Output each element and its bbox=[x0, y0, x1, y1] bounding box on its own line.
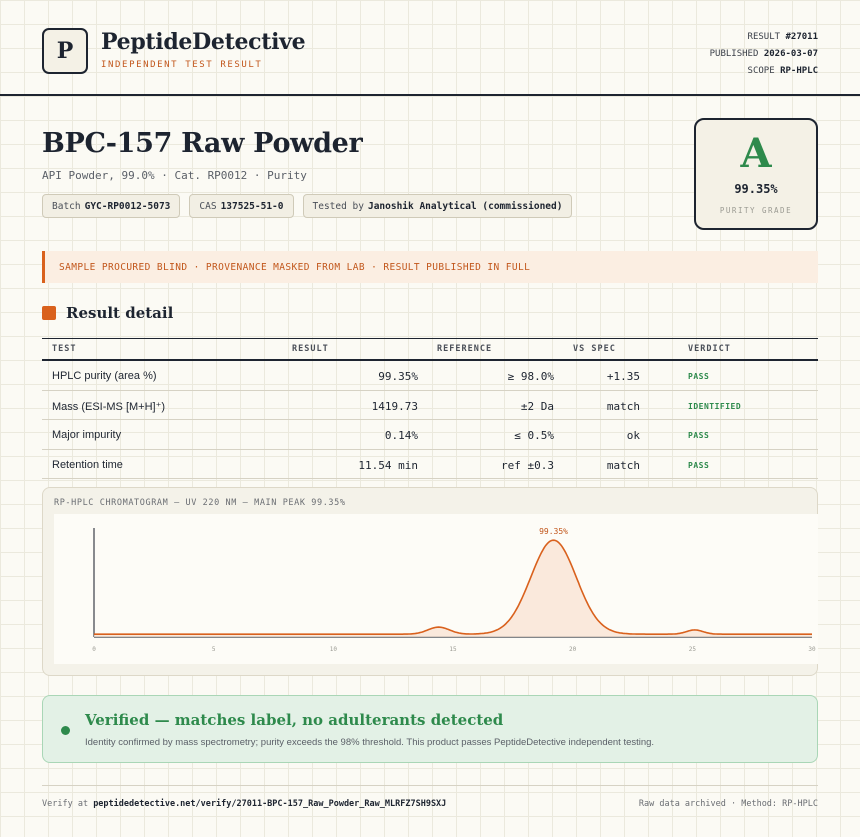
x-tick-label: 15 bbox=[449, 646, 457, 653]
cell-result: 0.14% bbox=[384, 429, 418, 442]
section-title: Result detail bbox=[42, 304, 173, 322]
procurement-notice: SAMPLE PROCURED BLIND · PROVENANCE MASKE… bbox=[42, 251, 818, 283]
cell-verdict: PASS bbox=[688, 431, 710, 440]
chip-value: Janoshik Analytical (commissioned) bbox=[367, 200, 563, 212]
trace-line bbox=[94, 539, 812, 635]
cell-reference: ±2 Da bbox=[520, 399, 554, 413]
verified-banner: Verified — matches label, no adulterants… bbox=[42, 695, 818, 763]
brand-logo[interactable]: P bbox=[42, 28, 88, 74]
published-date: 2026-03-07 bbox=[763, 49, 818, 59]
header-verdict: VERDICT bbox=[688, 344, 731, 354]
cell-result: 11.54 min bbox=[358, 458, 418, 472]
cell-test: Mass (ESI-MS [M+H]⁺) bbox=[52, 400, 166, 413]
results-table: TEST RESULT REFERENCE VS SPEC VERDICT HP… bbox=[42, 338, 818, 479]
section-title-text: Result detail bbox=[66, 304, 174, 322]
grade-label: PURITY GRADE bbox=[719, 206, 793, 215]
chip-label: Batch bbox=[52, 200, 81, 212]
cell-reference: ref ±0.3 bbox=[501, 458, 554, 472]
product-chips: Batch GYC-RP0012-5073 CAS 137525-51-0 Test… bbox=[42, 194, 573, 218]
grade-value: 99.35% bbox=[734, 182, 778, 196]
header-vs-spec: VS SPEC bbox=[573, 344, 616, 354]
tested-by-chip: Tested by Janoshik Analytical (commission… bbox=[302, 194, 573, 218]
x-tick-label: 0 bbox=[92, 646, 96, 653]
footer-method: Raw data archived · Method: RP-HPLC bbox=[638, 799, 818, 809]
table-row: Retention time 11.54 min ref ±0.3 match … bbox=[42, 450, 818, 479]
table-row: HPLC purity (area %) 99.35% ≥ 98.0% +1.3… bbox=[42, 361, 818, 391]
chromatogram-card: RP-HPLC CHROMATOGRAM — UV 220 NM — MAIN … bbox=[42, 487, 818, 676]
cell-vs-spec: +1.35 bbox=[606, 370, 640, 383]
cell-vs-spec: match bbox=[606, 458, 640, 472]
table-header: TEST RESULT REFERENCE VS SPEC VERDICT bbox=[42, 338, 818, 361]
verify-link[interactable]: peptidedetective.net/verify/27011-BPC-15… bbox=[93, 799, 447, 809]
cas-chip: CAS 137525-51-0 bbox=[189, 194, 294, 218]
cell-vs-spec: ok bbox=[626, 429, 640, 442]
cell-result: 99.35% bbox=[378, 370, 418, 383]
result-meta: RESULT #27011 PUBLISHED 2026-03-07 SCOPE… bbox=[710, 29, 818, 80]
cell-verdict: IDENTIFIED bbox=[688, 401, 742, 411]
published-label: PUBLISHED bbox=[709, 49, 759, 59]
cell-verdict: PASS bbox=[688, 460, 710, 470]
verified-description: Identity confirmed by mass spectrometry;… bbox=[85, 737, 655, 748]
header-reference: REFERENCE bbox=[437, 344, 493, 354]
cell-test: Retention time bbox=[52, 458, 123, 471]
cell-verdict: PASS bbox=[688, 372, 710, 381]
chip-label: Tested by bbox=[312, 200, 364, 212]
trace-fill bbox=[94, 540, 812, 637]
chip-value: 137525-51-0 bbox=[220, 200, 284, 212]
cell-test: Major impurity bbox=[52, 429, 122, 441]
scope-value: RP-HPLC bbox=[780, 66, 818, 76]
x-tick-label: 10 bbox=[330, 646, 338, 653]
scope-label: SCOPE bbox=[747, 66, 775, 76]
product-title: BPC-157 Raw Powder bbox=[42, 128, 363, 159]
verified-title: Verified — matches label, no adulterants… bbox=[85, 711, 504, 729]
x-tick-label: 5 bbox=[212, 646, 216, 653]
page-footer: Verify at peptidedetective.net/verify/27… bbox=[42, 785, 818, 809]
section-marker-icon bbox=[42, 306, 56, 320]
peak-label: 99.35% bbox=[539, 527, 568, 536]
header-result: RESULT bbox=[292, 344, 329, 354]
header-test: TEST bbox=[52, 344, 77, 354]
brand-name[interactable]: PeptideDetective bbox=[101, 29, 306, 55]
cell-reference: ≥ 98.0% bbox=[507, 370, 554, 383]
chromatogram-plot: 99.35% 0 5 10 15 20 25 30 bbox=[54, 514, 818, 664]
verify-prefix: Verify at bbox=[42, 799, 89, 809]
result-label: RESULT bbox=[747, 32, 781, 42]
x-tick-label: 25 bbox=[689, 646, 697, 653]
result-id: #27011 bbox=[785, 32, 818, 42]
x-tick-label: 30 bbox=[808, 646, 816, 653]
batch-chip: Batch GYC-RP0012-5073 bbox=[42, 194, 181, 218]
chip-label: CAS bbox=[199, 200, 217, 212]
cell-vs-spec: match bbox=[606, 399, 640, 413]
cell-test: HPLC purity (area %) bbox=[52, 370, 157, 382]
cell-reference: ≤ 0.5% bbox=[514, 429, 554, 442]
chart-title: RP-HPLC CHROMATOGRAM — UV 220 NM — MAIN … bbox=[54, 498, 346, 508]
chromatogram-svg: 99.35% 0 5 10 15 20 25 30 bbox=[92, 527, 816, 653]
page-header: P PeptideDetective INDEPENDENT TEST RESU… bbox=[0, 0, 860, 96]
brand-subtitle: INDEPENDENT TEST RESULT bbox=[101, 60, 263, 70]
product-subtitle: API Powder, 99.0% · Cat. RP0012 · Purity bbox=[42, 169, 307, 182]
verified-dot-icon bbox=[61, 726, 70, 735]
table-row: Major impurity 0.14% ≤ 0.5% ok PASS bbox=[42, 420, 818, 450]
cell-result: 1419.73 bbox=[371, 399, 418, 413]
grade-letter: A bbox=[740, 130, 772, 177]
logo-letter: P bbox=[56, 38, 74, 64]
table-row: Mass (ESI-MS [M+H]⁺) 1419.73 ±2 Da match… bbox=[42, 391, 818, 420]
purity-grade-card: A 99.35% PURITY GRADE bbox=[694, 118, 818, 230]
chip-value: GYC-RP0012-5073 bbox=[84, 200, 171, 212]
x-tick-label: 20 bbox=[569, 646, 577, 653]
